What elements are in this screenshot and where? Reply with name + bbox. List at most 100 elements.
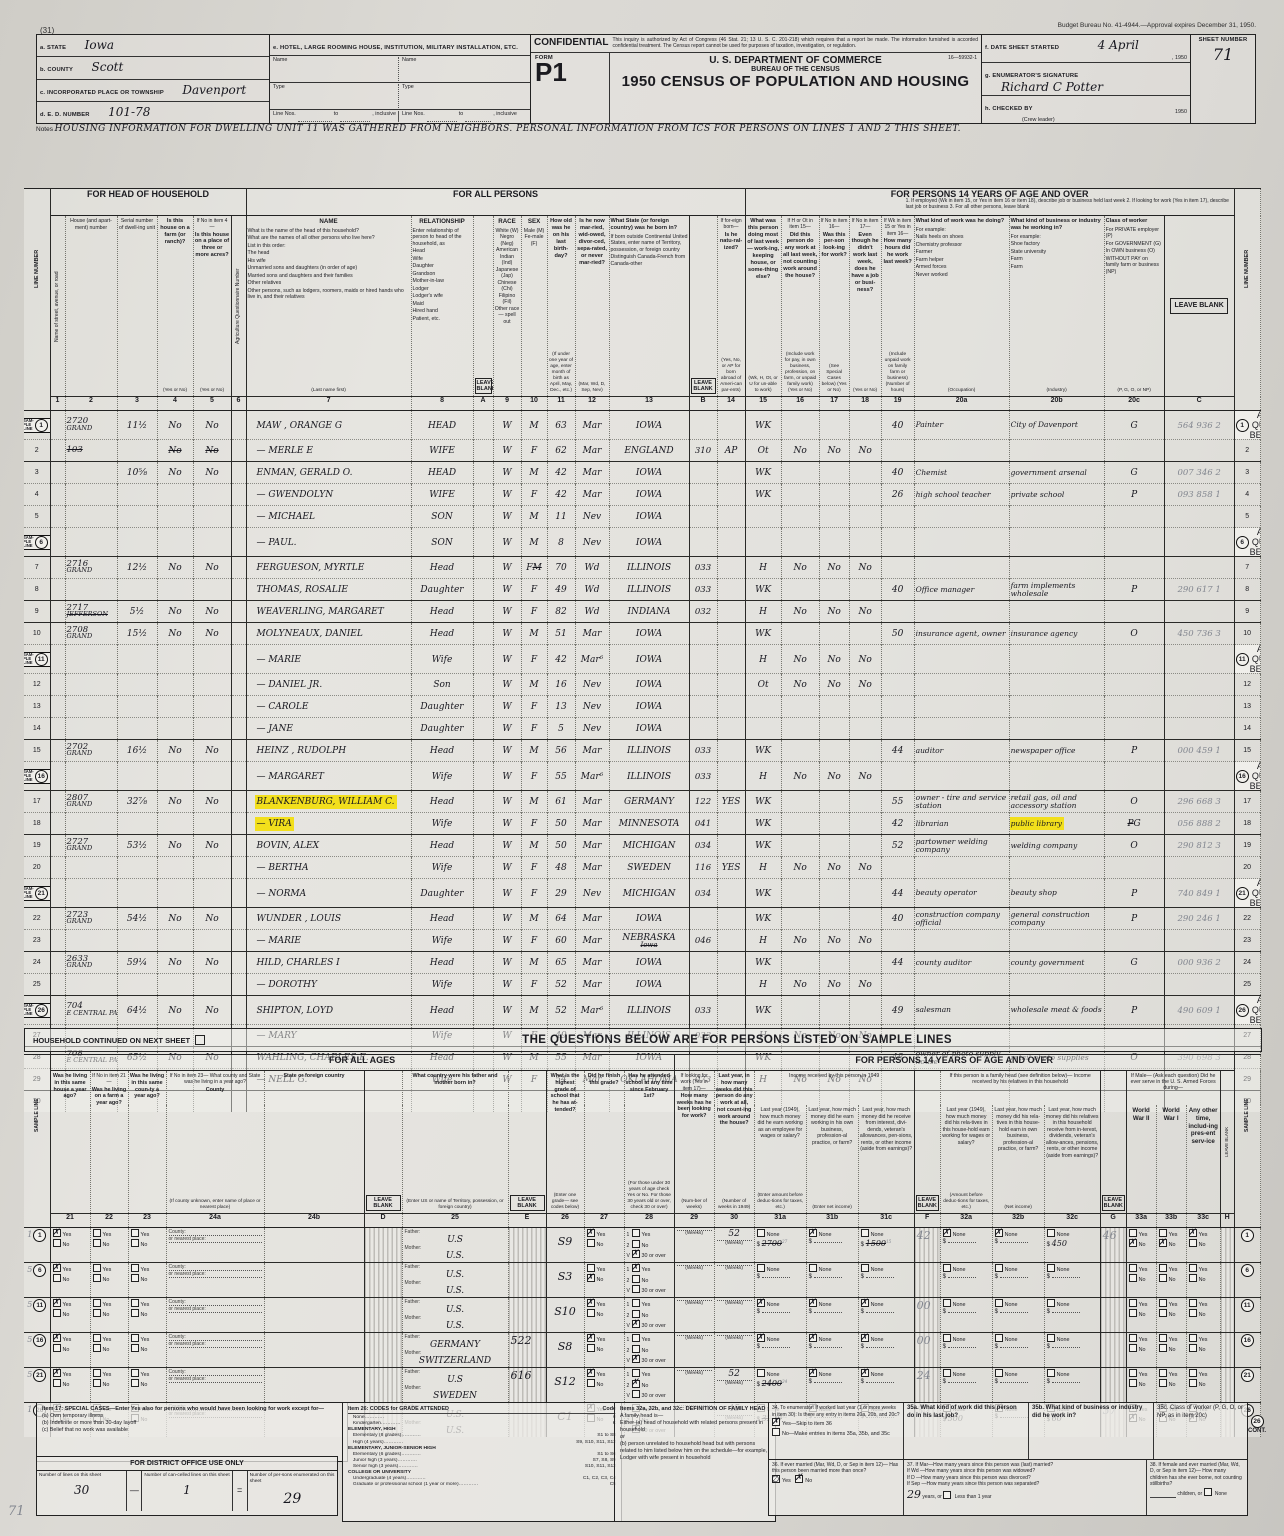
- cell-g26: S10: [546, 1297, 585, 1333]
- col-number-q23: 23: [128, 1213, 167, 1228]
- cell-ser: 11½: [117, 410, 158, 440]
- cell-acres: [193, 644, 232, 674]
- cell-agq: [231, 761, 247, 791]
- col-header-w29: If looking for work (Yes in item 17)— How…: [674, 1070, 715, 1214]
- cell-farm: [157, 761, 194, 791]
- cell-street: [50, 695, 66, 718]
- cell-b: [689, 461, 718, 484]
- cell-agq: [231, 717, 247, 740]
- cell-rel: Wife: [411, 812, 474, 835]
- cell-ln2: 22: [1234, 907, 1261, 930]
- cell-farm: [157, 878, 194, 908]
- cell-cls: O: [1104, 834, 1165, 857]
- cell-nat: [717, 907, 746, 930]
- form-label: FORM: [535, 54, 553, 61]
- cell-a: [473, 973, 494, 996]
- cell-nat: [717, 622, 746, 645]
- cell-c: [1164, 556, 1235, 579]
- cell-street: [50, 739, 66, 762]
- cell-ln: 15: [24, 739, 51, 762]
- cell-street: [50, 600, 66, 623]
- cell-c: 000 936 2: [1164, 951, 1235, 974]
- col-header-street: Name of street, avenue, or road: [50, 215, 66, 397]
- cell-farm: [157, 929, 194, 952]
- grade-code-row: Elementary (8 grades)………… S1 to S8: [348, 1433, 616, 1439]
- cell-d: [364, 1262, 403, 1298]
- cell-rel: Daughter: [411, 717, 474, 740]
- cell-i31c: None$: [858, 1297, 915, 1333]
- cell-ln: 5: [24, 505, 51, 528]
- form-number: P1: [535, 56, 567, 87]
- cell-w16: [781, 907, 820, 930]
- item38-none-checkbox: [1203, 1487, 1212, 1496]
- cell-c25: Father: U.S Mother: U.S.: [402, 1227, 509, 1263]
- cell-born: IOWA: [609, 951, 690, 974]
- cell-c25: Father:U.S.Mother:U.S.: [402, 1262, 509, 1298]
- cell-w15: WK: [745, 410, 782, 440]
- checkbox: [808, 1299, 817, 1310]
- col-number-farm: 4: [157, 396, 194, 411]
- cell-addr: [65, 461, 118, 484]
- cell-ser: 53½: [117, 834, 158, 857]
- cell-born: ILLINOIS: [609, 739, 690, 762]
- cell-addr: [65, 856, 118, 879]
- cell-born: ILLINOIS: [609, 578, 690, 601]
- cell-addr: [65, 673, 118, 696]
- cell-w29: (Weeks): [674, 1262, 715, 1298]
- checkbox: [1128, 1309, 1137, 1318]
- cell-farm: No: [157, 439, 194, 462]
- cell-w17: [819, 739, 850, 762]
- grade-code-row: Senior high (3 years)………… S10, S11, S12: [348, 1464, 616, 1470]
- lines-count-value: 30: [74, 1483, 90, 1498]
- grade-code-row: Graduate or professional school (1 year …: [348, 1482, 616, 1488]
- cell-sex: F: [521, 973, 548, 996]
- cell-w16: [781, 834, 820, 857]
- cell-w16: No: [781, 856, 820, 879]
- item34-yes-checkbox: [772, 1416, 780, 1429]
- cell-q28: 1Yes2NoV30 or over: [624, 1332, 675, 1368]
- cell-age: 5: [547, 717, 576, 740]
- col-number-w33c: 33c: [1186, 1213, 1221, 1228]
- cell-i31a: None $ 270027: [754, 1227, 807, 1263]
- cell-mar: Nev: [575, 673, 610, 696]
- sheet-number-value: 71: [1212, 45, 1234, 64]
- cell-w17: No: [819, 673, 850, 696]
- cell-name: — DOROTHY: [246, 973, 412, 996]
- cell-i32a: None$: [940, 1227, 993, 1263]
- cell-agq: [231, 622, 247, 645]
- col-header-i31a: Last year (1949), how much money did he …: [754, 1105, 807, 1214]
- cell-w17: [819, 622, 850, 645]
- cell-acres: [193, 527, 232, 557]
- cell-f: 24: [914, 1367, 941, 1403]
- cell-ln: SAM-PLELINE16: [24, 761, 51, 791]
- cell-q28: 1Yes2NoV30 or over: [624, 1227, 675, 1263]
- cell-b: [689, 483, 718, 506]
- equals-sign: =: [233, 1471, 248, 1512]
- corner-mark: (31): [40, 26, 55, 35]
- cell-ind: [1009, 527, 1105, 557]
- col-number-c25: 25: [402, 1213, 509, 1228]
- cell-agq: [231, 834, 247, 857]
- cell-occ: [914, 973, 1010, 996]
- checkbox: [52, 1369, 61, 1380]
- ed-number-value: 101-78: [108, 104, 151, 119]
- checkbox: [631, 1229, 640, 1237]
- cell-i32b: None$: [992, 1227, 1045, 1263]
- col-number-g: G: [1100, 1213, 1127, 1228]
- checkbox: [1188, 1379, 1197, 1388]
- checkbox: [994, 1334, 1003, 1342]
- item-37c: If D —How many years since this person w…: [907, 1474, 1031, 1481]
- checkbox: [1046, 1369, 1055, 1377]
- cell-q28: 1Yes2NoV30 or over: [624, 1297, 675, 1333]
- cell-b: 046: [689, 929, 718, 952]
- cell-w16: [781, 739, 820, 762]
- cell-c: [1164, 717, 1235, 740]
- cell-w16: No: [781, 761, 820, 791]
- item34-yes-label: Yes—Skip to item 36: [782, 1421, 832, 1427]
- checkbox: [994, 1264, 1003, 1272]
- cell-a: [473, 812, 494, 835]
- cell-nat: [717, 600, 746, 623]
- checkbox: [756, 1264, 765, 1272]
